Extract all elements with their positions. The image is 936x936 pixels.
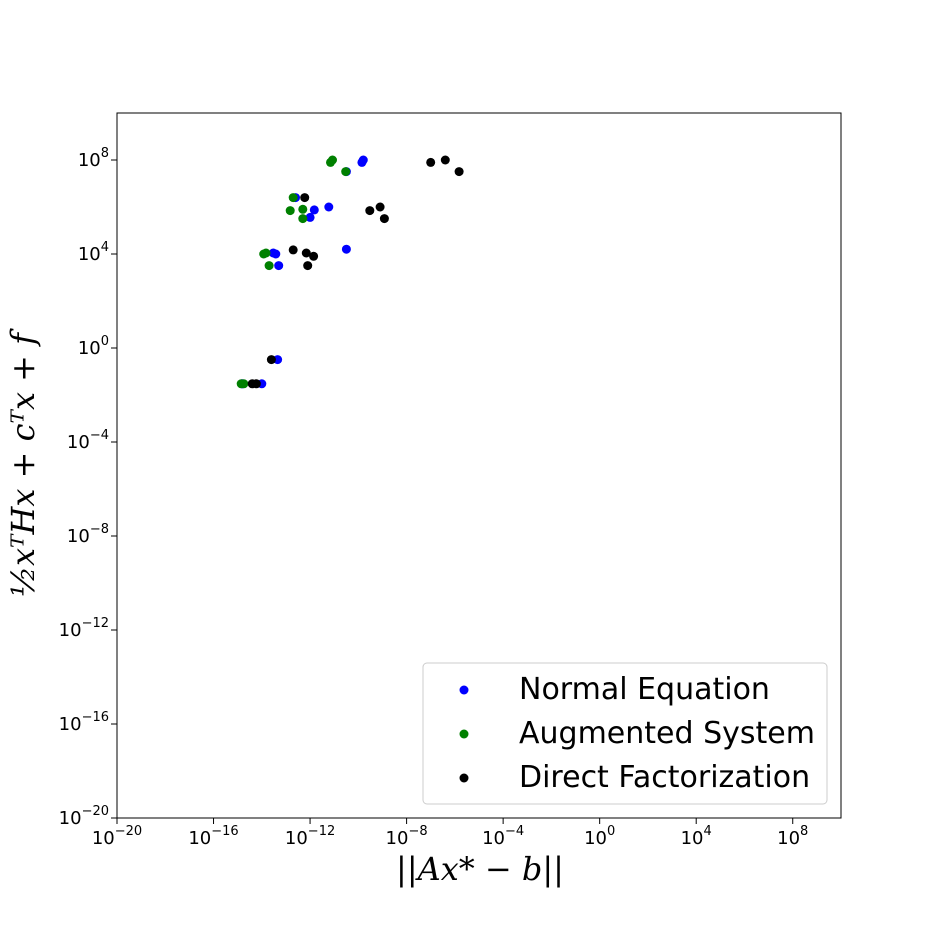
x-tick-label: 108 [777, 824, 808, 849]
y-axis-ticks: 10−20 10−16 10−12 10−8 10−4 100 104 108 [59, 146, 117, 829]
y-tick-label: 10−12 [59, 616, 109, 641]
legend-marker-normal-equation [459, 685, 469, 695]
point-direct-factorization [375, 202, 385, 212]
point-augmented-system [298, 214, 308, 224]
x-axis-ticks: 10−20 10−16 10−12 10−8 10−4 100 104 108 [92, 818, 808, 849]
point-normal-equation [309, 205, 319, 215]
y-tick-label: 104 [78, 240, 109, 265]
y-tick-label: 10−20 [59, 804, 109, 829]
y-tick-label: 10−16 [59, 710, 109, 735]
y-tick-label: 108 [78, 146, 109, 171]
x-tick-label: 10−20 [92, 824, 142, 849]
point-normal-equation [324, 202, 334, 212]
point-direct-factorization [288, 245, 298, 255]
y-axis-label: ½xᵀHx + cᵀx + f [4, 328, 42, 597]
point-normal-equation [271, 249, 281, 259]
point-normal-equation [305, 212, 315, 222]
point-direct-factorization [440, 155, 450, 165]
point-augmented-system [285, 206, 295, 216]
legend-label-direct-factorization: Direct Factorization [519, 760, 810, 795]
legend-marker-augmented-system [459, 729, 469, 739]
legend-marker-direct-factorization [459, 773, 469, 783]
y-tick-label: 100 [78, 334, 109, 359]
point-direct-factorization [365, 206, 375, 216]
point-normal-equation [274, 261, 284, 271]
x-tick-label: 100 [584, 824, 615, 849]
point-normal-equation [273, 355, 283, 365]
legend-label-augmented-system: Augmented System [519, 716, 815, 751]
point-direct-factorization [426, 157, 436, 167]
point-augmented-system [298, 204, 308, 214]
point-direct-factorization [266, 355, 276, 365]
point-direct-factorization [454, 167, 464, 177]
point-direct-factorization [379, 214, 389, 224]
legend-box [422, 662, 828, 805]
x-tick-label: 10−4 [482, 824, 524, 849]
point-augmented-system [264, 261, 274, 271]
point-augmented-system [239, 379, 249, 389]
point-direct-factorization [309, 251, 319, 261]
point-direct-factorization [301, 248, 311, 258]
x-tick-label: 10−8 [386, 824, 428, 849]
legend: Normal Equation Augmented System Direct … [422, 662, 828, 805]
point-normal-equation [358, 155, 368, 165]
x-axis-label: ||Ax* − b|| [396, 850, 564, 888]
y-tick-label: 10−4 [67, 428, 109, 453]
x-tick-label: 104 [681, 824, 712, 849]
data-points [236, 155, 464, 389]
point-direct-factorization [251, 379, 261, 389]
x-tick-label: 10−12 [285, 824, 335, 849]
point-augmented-system [288, 193, 298, 203]
x-tick-label: 10−16 [188, 824, 238, 849]
point-direct-factorization [300, 193, 310, 203]
point-direct-factorization [303, 261, 313, 271]
y-tick-label: 10−8 [67, 522, 109, 547]
point-augmented-system [328, 155, 337, 165]
point-normal-equation [341, 244, 351, 254]
point-augmented-system [341, 167, 351, 177]
point-augmented-system [261, 248, 271, 258]
legend-label-normal-equation: Normal Equation [519, 672, 770, 707]
